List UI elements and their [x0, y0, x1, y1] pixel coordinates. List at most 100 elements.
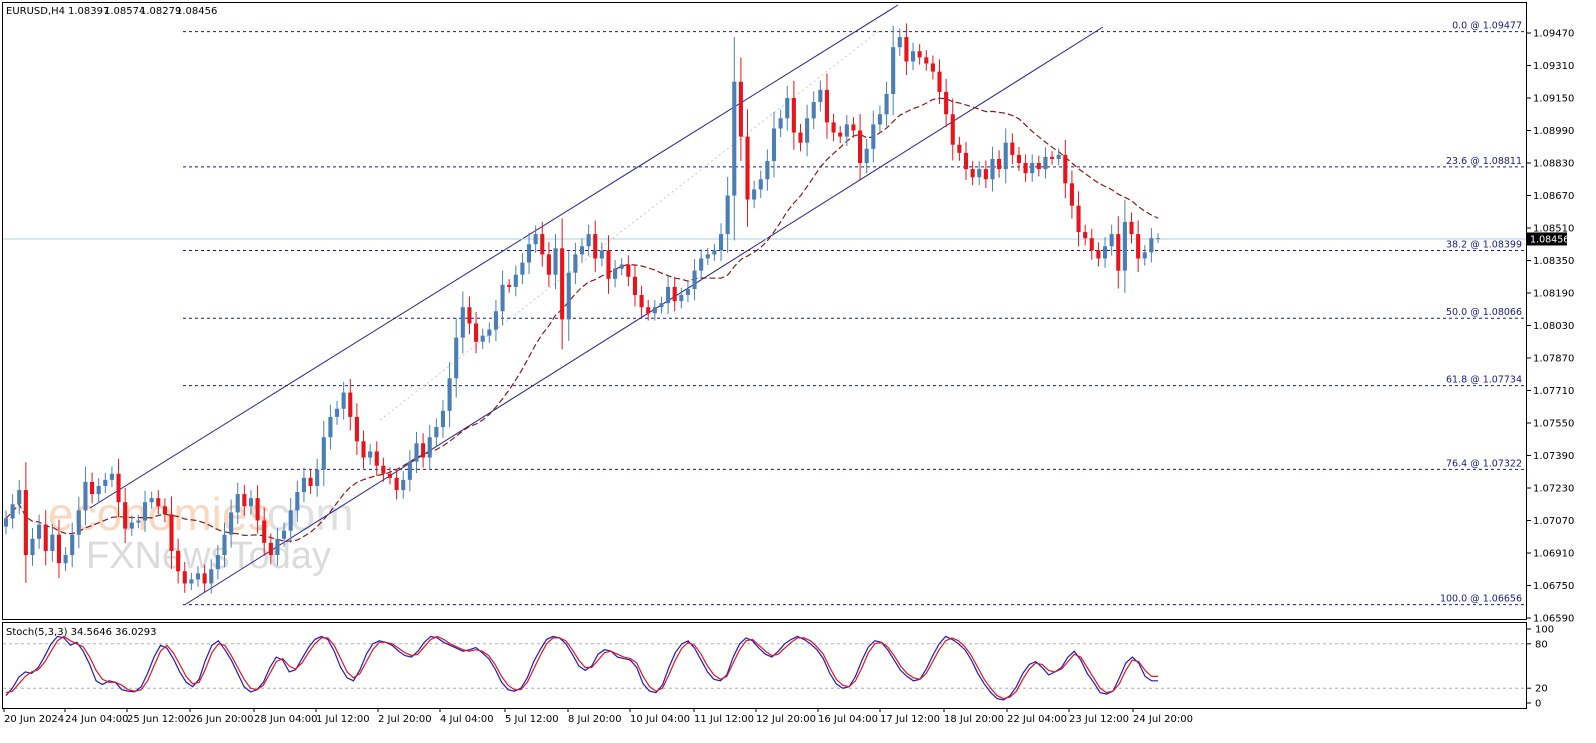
candle-body	[877, 114, 882, 125]
candle-body	[513, 274, 518, 287]
candle-body	[699, 258, 704, 271]
stochastic-lines	[5, 635, 1158, 701]
price-tick-label: 1.07710	[1533, 386, 1574, 397]
candle-body	[414, 443, 419, 462]
moving-average-line	[5, 97, 1159, 542]
time-tick-label: 23 Jul 12:00	[1069, 714, 1129, 725]
candle-body	[354, 416, 359, 442]
fib-level-label: 50.0 @ 1.08066	[1446, 307, 1522, 318]
time-tick-label: 26 Jun 20:00	[190, 714, 254, 725]
time-tick-label: 8 Jul 20:00	[568, 714, 622, 725]
candle-body	[983, 169, 988, 180]
candle-body	[368, 451, 373, 458]
candle-body	[268, 542, 273, 556]
candle-body	[381, 465, 386, 474]
candle-body	[1122, 221, 1127, 271]
candle-body	[718, 234, 724, 251]
price-tick-label: 1.08510	[1533, 224, 1574, 235]
chart-header: EURUSD,H4 1.08397 1.08574 1.08279 1.0845…	[6, 6, 217, 17]
candle-body	[189, 579, 194, 584]
candle-body	[864, 148, 869, 163]
candle-body	[1089, 238, 1094, 251]
time-tick-label: 5 Jul 12:00	[505, 714, 559, 725]
candle-body	[248, 498, 254, 507]
candle-body	[1155, 238, 1161, 240]
candle-body	[235, 494, 240, 513]
candle-body	[798, 132, 803, 143]
candle-body	[950, 114, 955, 145]
candle-body	[1149, 238, 1154, 253]
candle-body	[646, 307, 651, 314]
stoch-main-line	[5, 635, 1158, 701]
candle-body	[421, 443, 426, 458]
price-tick-label: 1.07550	[1533, 419, 1574, 430]
stoch-title: Stoch(5,3,3) 34.5646 36.0293	[6, 627, 157, 638]
candle-body	[957, 144, 962, 153]
candle-body	[487, 329, 492, 336]
candle-body	[858, 130, 863, 163]
price-axis: 1.09470 1.09310 1.09150 1.08990 1.08830 1.086…	[1526, 29, 1574, 625]
candle-body	[824, 89, 830, 123]
candle-body	[341, 392, 346, 409]
candle-body	[43, 524, 48, 551]
time-tick-label: 1 Jul 12:00	[316, 714, 370, 725]
candle-body	[334, 408, 340, 417]
candle-body	[103, 479, 108, 486]
current-price-value: 1.08456	[1530, 234, 1569, 245]
candle-body	[738, 81, 743, 137]
candle-body	[3, 518, 9, 527]
price-tick-label: 1.07390	[1533, 451, 1574, 462]
candle-body	[229, 512, 234, 535]
watermark-fxnewstoday: FXNewsToday	[86, 535, 331, 577]
candle-body	[811, 102, 816, 119]
candle-body	[162, 506, 167, 515]
time-tick-label: 16 Jul 04:00	[818, 714, 878, 725]
candle-body	[308, 477, 313, 486]
current-price-tag: 1.08456	[1527, 232, 1569, 246]
candle-body	[23, 490, 28, 556]
price-tick-label: 1.08190	[1533, 289, 1574, 300]
candle-body	[255, 498, 260, 521]
candle-body	[778, 118, 783, 129]
time-tick-label: 18 Jul 20:00	[944, 714, 1004, 725]
fibonacci-levels: 0.0 @ 1.09477 23.6 @ 1.08811 38.2 @ 1.0839…	[183, 21, 1524, 606]
candle-body	[275, 538, 280, 556]
candle-body	[593, 234, 598, 259]
candle-body	[169, 514, 174, 551]
candle-body	[156, 498, 161, 507]
candle-body	[1109, 234, 1114, 247]
price-tick-label: 1.09150	[1533, 94, 1574, 105]
candle-body	[533, 234, 538, 245]
candle-body	[818, 89, 823, 103]
price-channel	[89, 4, 1104, 605]
candle-body	[30, 538, 35, 556]
candle-body	[401, 479, 406, 491]
candle-body	[1050, 156, 1055, 159]
time-tick-label: 10 Jul 04:00	[630, 714, 690, 725]
candle-body	[493, 311, 498, 330]
candle-body	[997, 158, 1002, 170]
time-tick-label: 2 Jul 20:00	[378, 714, 432, 725]
channel-lower-line	[185, 26, 1104, 605]
close-value: 1.08456	[176, 6, 217, 17]
candle-body	[328, 416, 333, 438]
candle-body	[805, 118, 810, 143]
candle-body	[440, 410, 446, 428]
candle-body	[76, 510, 81, 535]
candle-body	[209, 569, 214, 584]
candle-body	[315, 469, 320, 486]
candle-body	[619, 264, 624, 269]
candle-body	[50, 534, 55, 551]
price-tick-label: 1.08670	[1533, 191, 1574, 202]
fib-level-label: 100.0 @ 1.06656	[1440, 594, 1522, 605]
watermark: economies .com FXNewsToday	[48, 488, 354, 577]
candle-body	[301, 477, 306, 493]
candle-body	[910, 51, 916, 62]
candle-body	[222, 534, 227, 556]
price-tick-label: 1.09310	[1533, 61, 1574, 72]
candle-body	[652, 307, 657, 314]
fib-level-label: 61.8 @ 1.07734	[1446, 375, 1522, 386]
candle-body	[844, 124, 849, 137]
time-tick-label: 25 Jun 12:00	[127, 714, 191, 725]
candle-body	[467, 307, 472, 324]
